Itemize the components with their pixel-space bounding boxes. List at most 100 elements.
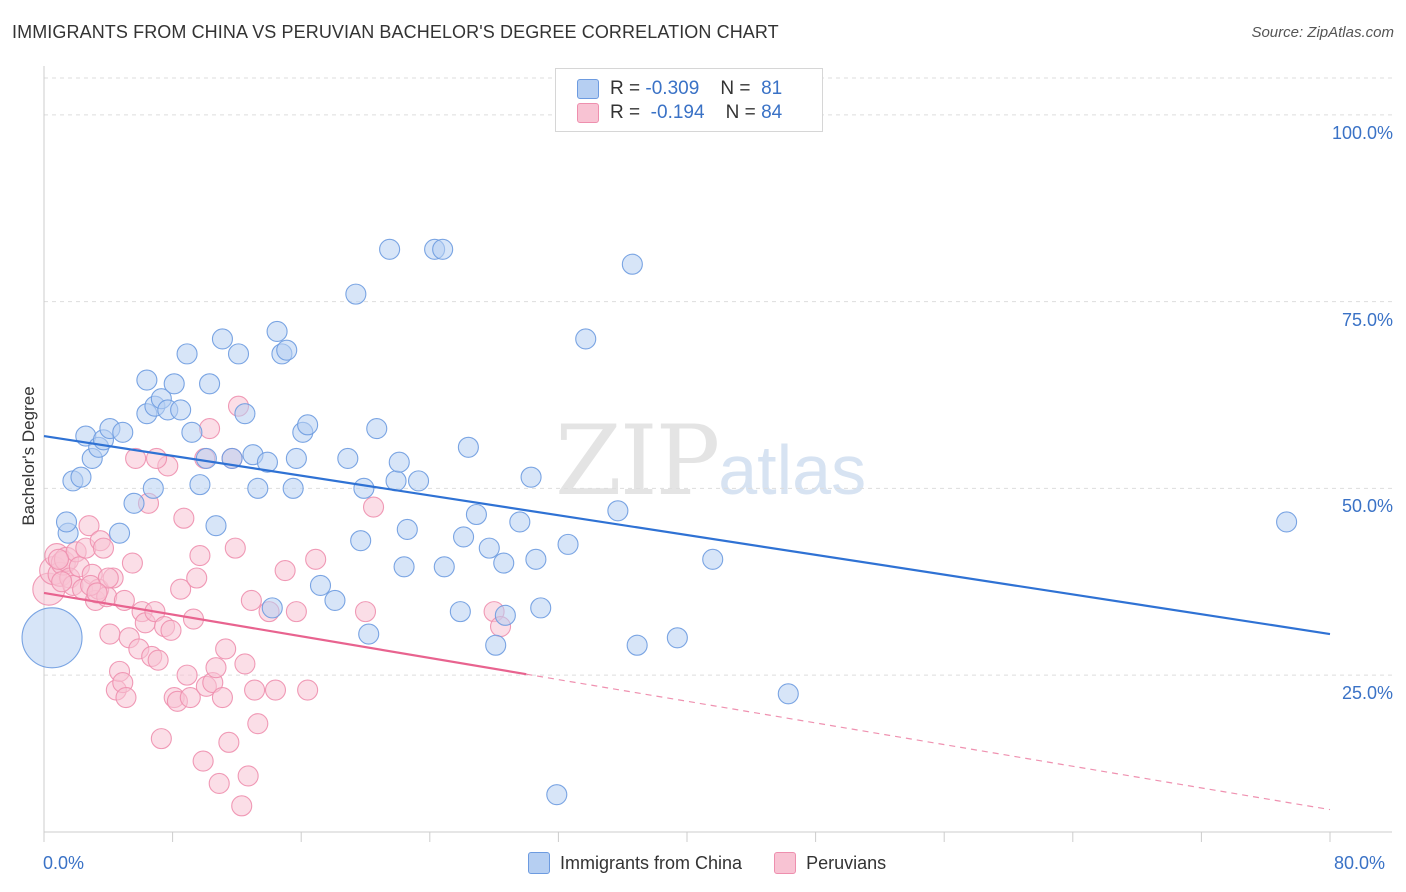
- china-points: [21, 238, 1298, 806]
- china-point: [205, 515, 227, 537]
- peruvians-point: [121, 552, 143, 574]
- peruvians-point: [264, 679, 287, 701]
- stats-legend: R = -0.309 N = 81 R = -0.194 N = 84: [555, 68, 823, 132]
- china-point: [433, 556, 455, 578]
- china-point: [478, 537, 500, 559]
- peruvians-point: [99, 623, 121, 645]
- china-point: [546, 784, 568, 806]
- series-legend-china: Immigrants from China: [528, 852, 742, 874]
- china-point: [621, 253, 643, 275]
- peruvians-point: [244, 679, 266, 701]
- x-tick-label-max: 80.0%: [1334, 853, 1386, 873]
- china-point: [247, 477, 269, 499]
- china-point: [379, 238, 401, 260]
- china-point: [309, 574, 332, 597]
- series-legend: Immigrants from China Peruvians: [528, 852, 918, 874]
- legend-n-value-china: 81: [761, 78, 783, 99]
- china-point: [493, 552, 515, 574]
- china-point: [393, 556, 415, 578]
- china-point: [358, 623, 380, 645]
- peruvians-point: [115, 686, 137, 709]
- china-point: [396, 518, 418, 540]
- china-point: [345, 283, 367, 305]
- legend-swatch-peru: [577, 103, 599, 123]
- china-point: [337, 447, 359, 470]
- china-point: [607, 500, 629, 522]
- peruvians-point: [92, 537, 115, 559]
- legend-n-label: N =: [725, 102, 756, 123]
- china-point: [189, 474, 211, 496]
- legend-row-peru: R = -0.194 N = 84: [577, 101, 783, 125]
- china-point: [55, 511, 78, 533]
- china-point: [702, 548, 724, 570]
- peruvians-point: [224, 537, 246, 559]
- peruvians-point: [179, 686, 201, 709]
- peruvians-point: [215, 638, 237, 660]
- china-point: [211, 328, 233, 350]
- peruvians-point: [354, 601, 377, 623]
- china-point: [256, 451, 278, 473]
- china-point: [195, 447, 217, 470]
- china-point: [285, 447, 307, 470]
- peruvians-point: [192, 750, 214, 772]
- peruvians-point: [189, 545, 211, 567]
- chart-source: Source: ZipAtlas.com: [1251, 24, 1394, 41]
- y-tick-label: 50.0%: [1341, 496, 1393, 517]
- watermark-atlas: atlas: [718, 431, 867, 509]
- china-point: [557, 533, 579, 555]
- china-point: [109, 522, 131, 544]
- china-point: [142, 477, 164, 499]
- peruvians-point: [170, 578, 192, 600]
- trend-lines: [43, 434, 1331, 811]
- chart-title: IMMIGRANTS FROM CHINA VS PERUVIAN BACHEL…: [12, 22, 779, 42]
- china-point: [388, 451, 410, 473]
- china-point: [494, 604, 516, 626]
- china-point: [626, 634, 648, 656]
- peruvians-point: [208, 772, 230, 794]
- series-swatch-peru: [774, 852, 797, 874]
- china-point: [112, 421, 134, 443]
- y-tick-label: 100.0%: [1331, 122, 1393, 143]
- china-point: [1276, 511, 1298, 533]
- peruvians-point: [186, 567, 208, 589]
- china-point: [170, 399, 192, 421]
- peruvians-point: [173, 507, 195, 529]
- china-point: [123, 492, 145, 514]
- x-tick-label-min: 0.0%: [43, 853, 85, 873]
- series-label-peru: Peruvians: [806, 852, 887, 873]
- peruvians-point: [125, 447, 147, 470]
- china-point: [234, 403, 256, 425]
- legend-r-value-peru: -0.194: [650, 102, 705, 123]
- legend-swatch-china: [577, 79, 599, 99]
- peruvians-point: [199, 418, 221, 440]
- china-point: [324, 589, 346, 611]
- peruvians-point: [234, 653, 256, 675]
- peruvians-point: [231, 795, 253, 817]
- china-point: [163, 373, 185, 395]
- watermark-zip: ZIP: [555, 405, 720, 517]
- peruvians-point: [274, 559, 296, 582]
- peruvians-point: [150, 728, 172, 750]
- china-point: [266, 320, 288, 343]
- legend-r-label: R =: [610, 78, 641, 99]
- peruvians-point: [237, 765, 259, 787]
- china-point: [530, 597, 552, 619]
- china-point: [176, 343, 198, 365]
- china-point: [457, 436, 479, 458]
- peruvians-trend-line-solid: [43, 591, 527, 676]
- china-point: [282, 477, 304, 499]
- china-point: [666, 627, 688, 649]
- axes: [43, 66, 1392, 842]
- legend-n-value-peru: 84: [761, 102, 783, 123]
- china-point: [453, 526, 475, 548]
- china-point: [261, 597, 283, 619]
- peruvians-point: [240, 589, 262, 611]
- china-point: [21, 607, 83, 669]
- china-point: [70, 466, 92, 488]
- peruvians-point: [285, 601, 307, 623]
- peruvians-point: [160, 619, 182, 641]
- china-point: [520, 466, 542, 488]
- series-swatch-china: [528, 852, 550, 874]
- china-point: [353, 477, 375, 499]
